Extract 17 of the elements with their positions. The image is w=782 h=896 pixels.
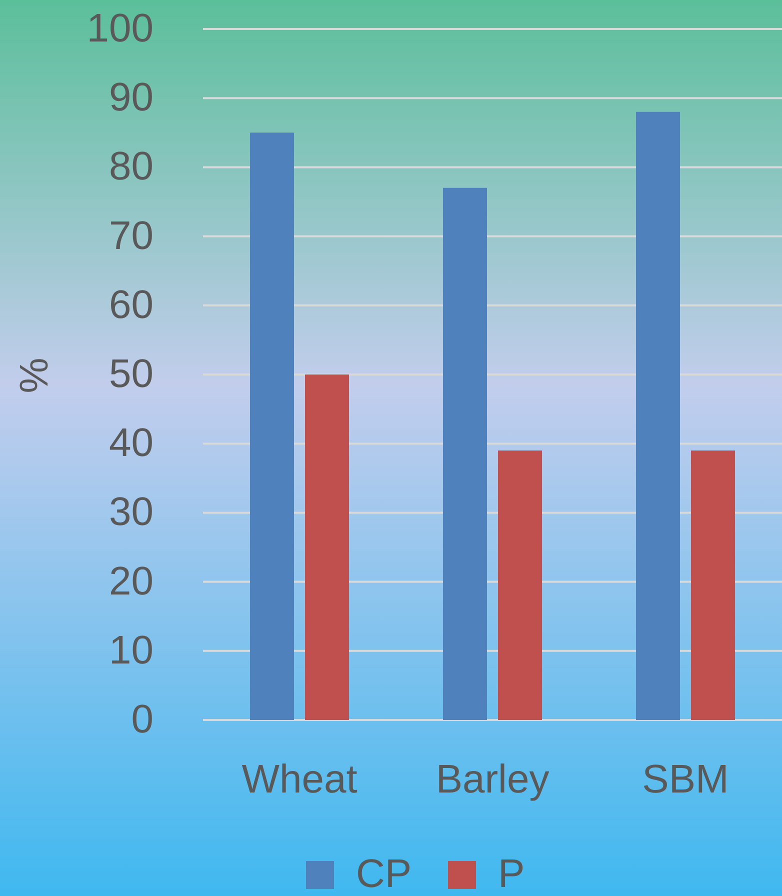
x-tick-label: Barley [436,758,550,802]
y-tick-label: 10 [109,628,154,672]
y-tick-label: 90 [109,76,154,120]
y-tick-label: 30 [109,490,154,534]
y-tick-label: 100 [86,6,154,50]
y-axis-title: % [12,358,56,394]
x-tick-label: Wheat [242,758,358,802]
legend-label: P [498,852,525,896]
y-tick-label: 60 [109,282,154,327]
y-tick-label: 0 [131,698,154,742]
y-tick-label: 20 [109,559,154,604]
x-tick-label: SBM [642,758,729,802]
y-tick-label: 80 [109,144,154,189]
y-tick-label: 40 [109,421,154,466]
y-tick-label: 70 [109,214,154,258]
legend-label: CP [356,852,412,896]
y-tick-label: 50 [109,352,154,396]
